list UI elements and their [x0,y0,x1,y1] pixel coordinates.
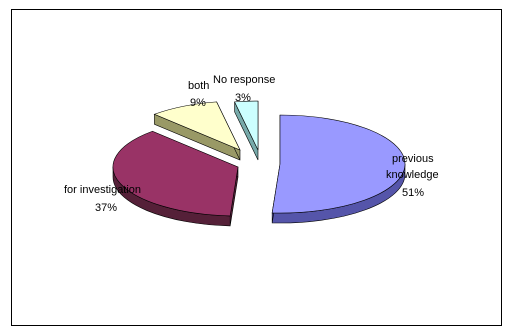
slice-no-response [234,100,259,151]
label-previous-knowledge-line2: knowledge [386,169,439,181]
label-for-investigation-percent: 37% [95,202,117,214]
label-both-percent: 9% [190,97,206,109]
label-for-investigation: for investigation [64,184,141,196]
label-no-response-percent: 3% [235,92,251,104]
label-both: both [188,80,209,92]
slice-both [153,101,241,151]
slice-previous-knowledge [271,114,406,214]
chart-frame [11,9,502,326]
label-previous-knowledge-line1: previous [392,153,434,165]
label-no-response: No response [213,74,275,86]
slice-for-investigation [112,130,239,217]
slice-tops [112,100,406,217]
label-previous-knowledge-percent: 51% [402,187,424,199]
